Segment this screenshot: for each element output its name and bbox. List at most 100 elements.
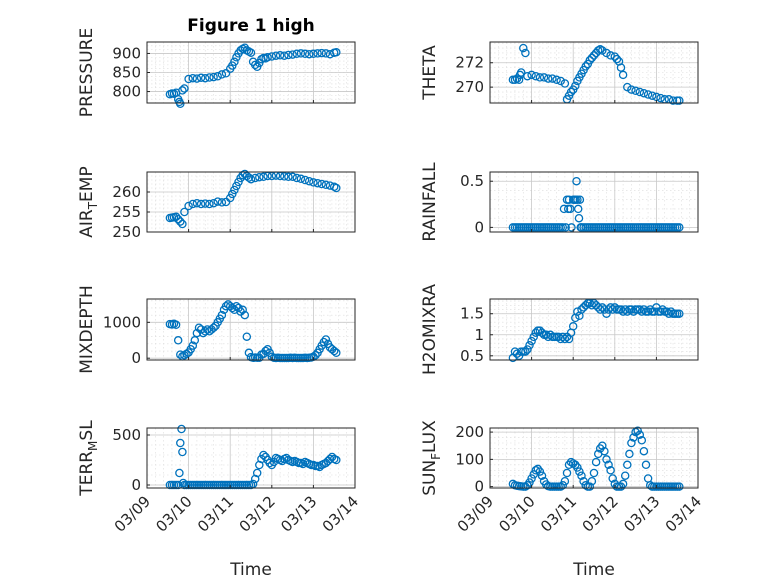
- data-point: [259, 172, 268, 182]
- data-point: [558, 223, 568, 232]
- data-point: [531, 328, 541, 337]
- data-point: [587, 476, 597, 486]
- data-point: [250, 60, 260, 70]
- data-point: [280, 172, 289, 181]
- data-point: [217, 310, 227, 320]
- y-axis-label-sun-flux: SUNFLUX: [420, 420, 443, 496]
- data-point: [525, 341, 534, 350]
- subplot-theta: 270 272 THETA: [420, 41, 699, 105]
- data-point: [643, 90, 653, 99]
- data-point: [300, 49, 310, 59]
- y-axis-label-mixdepth: MIXDEPTH: [77, 285, 97, 374]
- data-point: [521, 347, 530, 356]
- subplot-mixdepth: 0 1000 MIXDEPTH: [77, 285, 356, 374]
- data-point: [304, 49, 314, 59]
- data-point: [230, 185, 239, 195]
- data-point: [581, 62, 590, 71]
- data-point: [171, 212, 181, 222]
- data-point: [623, 307, 632, 316]
- data-point: [618, 70, 628, 80]
- data-point: [581, 481, 590, 490]
- data-point: [267, 52, 277, 61]
- data-point: [639, 446, 649, 456]
- data-point: [664, 309, 674, 318]
- data-point: [252, 468, 262, 478]
- data-point: [244, 348, 254, 358]
- data-point: [606, 466, 615, 475]
- data-point: [325, 454, 335, 464]
- data-point: [537, 471, 547, 480]
- data-point: [647, 91, 657, 100]
- data-point: [332, 48, 341, 57]
- data-point: [246, 174, 256, 184]
- data-point: [175, 468, 184, 478]
- data-point: [173, 336, 183, 345]
- data-point: [180, 207, 189, 217]
- data-point: [627, 305, 636, 314]
- data-point: [625, 449, 634, 459]
- data-point: [575, 467, 584, 476]
- data-point: [230, 57, 239, 67]
- data-point: [217, 198, 227, 207]
- data-point: [292, 49, 302, 59]
- data-point: [514, 75, 524, 85]
- data-point: [200, 199, 210, 208]
- data-point: [180, 351, 189, 360]
- axes-box: [489, 427, 699, 489]
- data-point: [329, 346, 339, 356]
- data-point: [317, 48, 326, 58]
- data-point: [543, 74, 553, 83]
- y-axis-label-pressure: PRESSURE: [77, 28, 97, 117]
- data-point: [623, 460, 632, 470]
- data-point: [602, 48, 611, 58]
- data-point: [265, 458, 274, 468]
- data-point: [612, 54, 622, 64]
- data-point: [209, 198, 218, 208]
- data-point: [321, 335, 331, 344]
- data-point: [650, 307, 659, 316]
- data-point: [558, 481, 568, 490]
- data-point: [176, 438, 185, 448]
- data-point: [284, 50, 293, 60]
- data-point: [319, 337, 329, 347]
- data-point: [298, 459, 308, 469]
- data-point: [332, 348, 341, 358]
- y-tick-label: 0: [131, 476, 141, 494]
- data-point: [604, 460, 613, 470]
- y-tick-label: 1.5: [460, 305, 484, 323]
- y-tick-label: 260: [112, 183, 141, 201]
- data-point: [177, 424, 186, 434]
- y-tick-label: 0: [131, 349, 141, 367]
- data-point: [577, 471, 586, 480]
- data-point: [643, 307, 653, 316]
- data-point: [589, 468, 599, 478]
- data-point: [608, 305, 617, 314]
- y-tick-label: 800: [112, 83, 141, 101]
- y-tick-label: 270: [455, 78, 484, 96]
- data-point: [221, 69, 231, 78]
- data-point: [616, 63, 626, 72]
- data-point: [639, 305, 649, 314]
- y-tick-label: 850: [112, 64, 141, 82]
- x-axis-label-left: Time: [229, 560, 272, 580]
- data-point: [608, 474, 617, 483]
- data-point: [574, 213, 584, 223]
- y-axis-label-rainfall: RAINFALL: [420, 162, 440, 242]
- data-point: [240, 310, 250, 320]
- data-point: [627, 438, 636, 448]
- data-point: [585, 482, 595, 491]
- data-point: [280, 51, 289, 60]
- data-point: [523, 345, 532, 354]
- data-point: [205, 199, 214, 209]
- data-point: [304, 176, 314, 186]
- data-point: [568, 322, 578, 331]
- data-point: [535, 73, 545, 82]
- data-point: [238, 305, 247, 315]
- data-point: [228, 189, 237, 199]
- data-point: [635, 430, 645, 440]
- axes-box: [146, 427, 356, 489]
- data-point: [572, 176, 581, 186]
- data-point: [645, 481, 655, 490]
